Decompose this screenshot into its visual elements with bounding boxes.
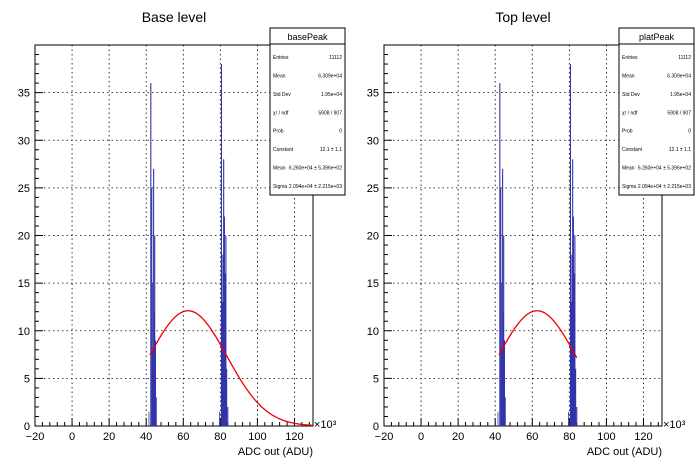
stats-row-value: 1.95e+04 — [321, 92, 342, 98]
y-tick-label: 5 — [373, 373, 379, 385]
chart-pad-right: Top level −20 0 20 40 60 80 100 120 0 5 10 15 20 25 30 3… — [349, 0, 698, 475]
y-tick-label: 25 — [18, 183, 30, 195]
y-tick-label: 15 — [18, 278, 30, 290]
x-tick-label: 0 — [418, 431, 424, 443]
stats-row-label: Mean — [273, 74, 286, 80]
chart-pad-left: Base level −20 0 20 40 60 80 100 120 0 5 10 15 20 25 30… — [18, 9, 346, 458]
x-tick-label: −20 — [375, 431, 394, 443]
stats-row-value: 2.094e+04 ± 2.215e+03 — [289, 184, 342, 190]
y-tick-label: 20 — [367, 231, 379, 243]
y-tick-label: 5 — [24, 373, 30, 385]
x-axis-label: ADC out (ADU) — [587, 446, 662, 458]
y-tick-label: 35 — [367, 88, 379, 100]
stats-row-value: 0 — [688, 129, 691, 135]
y-tick-label: 35 — [18, 88, 30, 100]
stats-row-label: χ² / ndf — [273, 110, 289, 116]
stats-row-label: Std Dev — [622, 92, 640, 98]
x-tick-label: 20 — [452, 431, 464, 443]
stats-box — [269, 27, 346, 196]
stats-box-name: platPeak — [639, 32, 675, 42]
x-tick-label: 40 — [140, 431, 152, 443]
stats-row-label: Entries — [273, 55, 289, 61]
stats-row-label: Mean — [622, 165, 635, 171]
stats-row-label: Mean — [622, 74, 635, 80]
stats-row-label: χ² / ndf — [622, 110, 638, 116]
stats-row-value: 6.260e+04 ± 5.396e+02 — [638, 165, 691, 171]
histogram-chart-right: Top level−20 0 20 40 60 80 100 1200510152025303… — [367, 9, 695, 458]
histogram-chart-left: Base level−20 0 20 40 60 80 100 120051015202530… — [18, 9, 346, 458]
stats-row-value: 11112 — [678, 55, 691, 61]
stats-row-value: 11112 — [329, 55, 342, 61]
stats-row-label: Std Dev — [273, 92, 291, 98]
x-tick-label: 120 — [634, 431, 652, 443]
stats-row-label: Constant — [622, 147, 643, 153]
x-tick-label: 100 — [248, 431, 266, 443]
x-tick-label: −20 — [26, 431, 45, 443]
stats-row-value: 0 — [339, 129, 342, 135]
x-tick-label: 80 — [563, 431, 575, 443]
x-tick-label: 20 — [103, 431, 115, 443]
stats-row-value: 2.094e+04 ± 2.215e+03 — [638, 184, 691, 190]
chart-title: Base level — [142, 9, 207, 25]
stats-row-value: 6.260e+04 ± 5.396e+02 — [289, 165, 342, 171]
x-axis-multiplier: ×10³ — [314, 419, 337, 431]
x-tick-label: 100 — [597, 431, 615, 443]
y-tick-label: 0 — [373, 421, 379, 433]
stats-box-name: basePeak — [287, 32, 328, 42]
y-tick-label: 0 — [24, 421, 30, 433]
x-axis-label: ADC out (ADU) — [238, 446, 313, 458]
stats-row-label: Mean — [273, 165, 286, 171]
x-tick-label: 60 — [177, 431, 189, 443]
stats-row-value: 5908 / 907 — [318, 110, 342, 116]
x-tick-label: 40 — [489, 431, 501, 443]
x-tick-label: 120 — [285, 431, 303, 443]
x-tick-label: 60 — [526, 431, 538, 443]
stats-row-value: 5908 / 907 — [667, 110, 691, 116]
y-tick-label: 30 — [367, 135, 379, 147]
stats-row-label: Entries — [622, 55, 638, 61]
stats-row-value: 6.309e+04 — [318, 74, 342, 80]
chart-title: Top level — [495, 9, 550, 25]
gaussian-fit-curve — [149, 310, 314, 426]
y-tick-label: 15 — [367, 278, 379, 290]
y-tick-label: 25 — [367, 183, 379, 195]
y-tick-label: 10 — [18, 326, 30, 338]
y-tick-label: 20 — [18, 231, 30, 243]
x-tick-label: 0 — [69, 431, 75, 443]
stats-row-value: 12.1 ± 1.1 — [320, 147, 342, 153]
stats-row-label: Sigma — [622, 184, 636, 190]
stats-row-label: Constant — [273, 147, 294, 153]
y-tick-label: 10 — [367, 326, 379, 338]
x-tick-label: 80 — [214, 431, 226, 443]
y-tick-label: 30 — [18, 135, 30, 147]
stats-row-label: Sigma — [273, 184, 287, 190]
stats-row-label: Prob — [273, 129, 284, 135]
stats-row-value: 6.309e+04 — [667, 74, 691, 80]
stats-box — [618, 27, 695, 196]
gaussian-fit-curve — [498, 310, 578, 358]
stats-row-label: Prob — [622, 129, 633, 135]
stats-row-value: 1.95e+04 — [670, 92, 691, 98]
stats-row-value: 12.1 ± 1.1 — [669, 147, 691, 153]
x-axis-multiplier: ×10³ — [663, 419, 686, 431]
